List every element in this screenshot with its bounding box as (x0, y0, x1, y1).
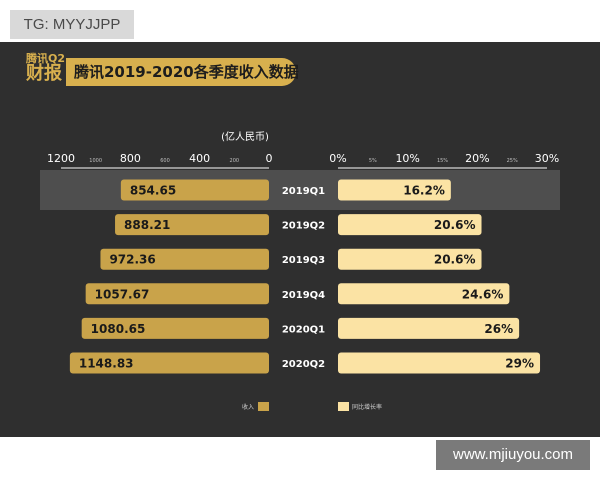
growth-data-label: 20.6% (434, 218, 476, 232)
revenue-bar (85, 283, 269, 305)
category-label: 2019Q1 (282, 186, 325, 197)
left-major-tick-label: 800 (120, 152, 141, 165)
logo-line-1: 腾讯Q2 (26, 52, 66, 65)
left-minor-tick-label: 200 (230, 158, 240, 164)
revenue-data-label: 972.36 (109, 253, 155, 267)
growth-bar (338, 214, 482, 236)
category-label: 2020Q2 (282, 359, 325, 370)
right-major-tick-label: 30% (535, 152, 559, 165)
growth-data-label: 26% (484, 322, 513, 336)
revenue-bar (100, 248, 269, 270)
right-minor-tick-label: 15% (437, 158, 448, 164)
legend-growth-swatch (338, 402, 349, 411)
logo-line-2: 财报 (26, 63, 62, 84)
right-minor-tick-label: 25% (507, 158, 518, 164)
revenue-bar (115, 214, 269, 236)
growth-data-label: 29% (505, 357, 534, 371)
legend-growth-label: 同比增长率 (352, 403, 382, 411)
chart-title: 腾讯2019-2020各季度收入数据 (66, 58, 299, 86)
site-watermark: www.mjiuyou.com (436, 440, 590, 470)
legend-revenue-label: 收入 (242, 403, 254, 411)
growth-bar (338, 283, 510, 305)
category-label: 2019Q3 (282, 255, 325, 266)
right-major-tick-label: 10% (395, 152, 419, 165)
revenue-data-label: 1080.65 (91, 322, 146, 336)
category-label: 2019Q4 (282, 290, 325, 301)
growth-data-label: 20.6% (434, 253, 476, 267)
left-major-tick-label: 0 (266, 152, 273, 165)
left-minor-tick-label: 600 (160, 158, 170, 164)
revenue-bar (81, 317, 269, 339)
category-label: 2020Q1 (282, 324, 325, 335)
q2-report-logo: 腾讯Q2 财报 (26, 53, 66, 87)
revenue-data-label: 888.21 (124, 218, 170, 232)
revenue-bar (120, 179, 270, 201)
revenue-bar (69, 352, 269, 374)
growth-bar (338, 352, 541, 374)
category-label: 2019Q2 (282, 221, 325, 232)
left-major-tick-label: 400 (189, 152, 210, 165)
unit-label: (亿人民币) (221, 130, 269, 143)
growth-data-label: 16.2% (403, 184, 445, 198)
growth-bar (338, 248, 482, 270)
right-major-tick-label: 0% (329, 152, 346, 165)
right-major-tick-label: 20% (465, 152, 489, 165)
right-minor-tick-label: 5% (369, 158, 377, 164)
revenue-data-label: 1057.67 (95, 287, 150, 301)
revenue-data-label: 854.65 (130, 184, 176, 198)
growth-bar (338, 179, 451, 201)
legend-revenue-swatch (258, 402, 269, 411)
left-minor-tick-label: 1000 (89, 158, 102, 164)
growth-data-label: 24.6% (462, 287, 504, 301)
tg-badge: TG: MYYJJPP (10, 10, 134, 39)
left-major-tick-label: 1200 (47, 152, 75, 165)
growth-bar (338, 317, 520, 339)
revenue-data-label: 1148.83 (79, 357, 134, 371)
